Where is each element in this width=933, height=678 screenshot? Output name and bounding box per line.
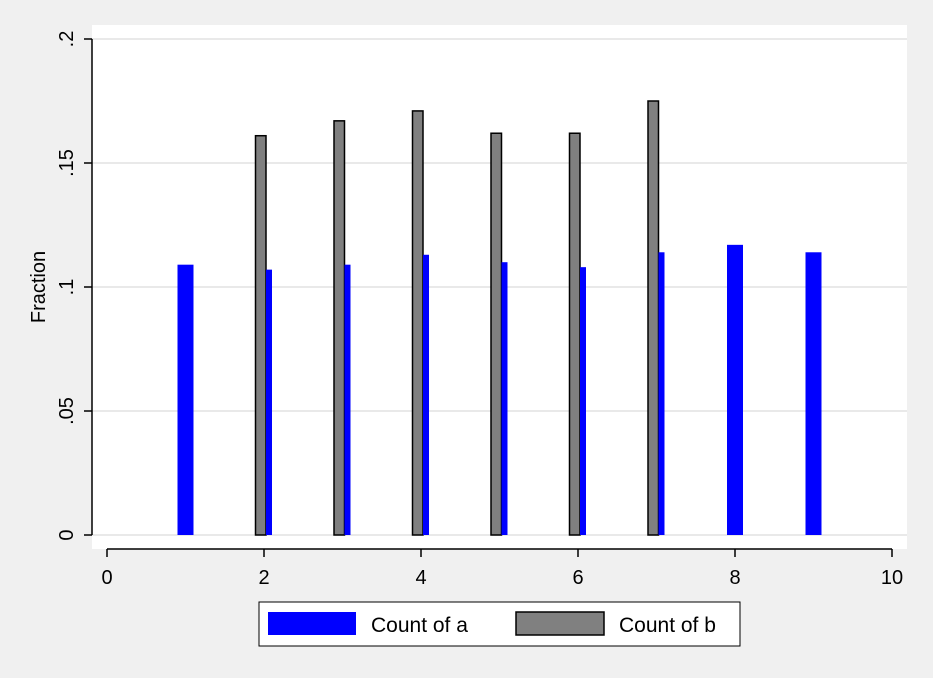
bar-count-of-a [423,254,429,535]
bar-count-of-b [568,132,581,536]
x-tick-label: 6 [572,567,583,589]
y-tick-label: .1 [56,279,78,296]
legend-label-count-of-b: Count of b [619,614,716,637]
bar-count-of-a [266,269,272,535]
bar-count-of-b [490,132,503,536]
bar-count-of-b [333,120,346,536]
bar-count-of-b [647,100,660,536]
legend-swatch-count-of-b [515,611,605,636]
y-axis-title: Fraction [28,251,50,323]
bar-count-of-b [254,134,267,536]
x-tick-label: 4 [415,567,426,589]
bar-count-of-a [501,262,508,535]
y-tick-label: .05 [56,397,78,425]
bar-count-of-a [580,267,586,535]
axes: 0 .05 .1 .15 .2 0 2 4 6 8 10 [56,31,903,589]
bars [177,100,822,536]
x-tick-label: 10 [881,567,903,589]
bar-count-of-b [411,110,424,536]
bar-count-of-a [658,252,665,535]
legend-label-count-of-a: Count of a [371,614,468,637]
bar-count-of-a [177,264,194,535]
x-tick-label: 0 [101,567,112,589]
bar-count-of-a [805,252,822,535]
legend-swatch-count-of-a [268,612,356,635]
x-tick-label: 2 [258,567,269,589]
x-tick-label: 8 [729,567,740,589]
y-tick-label: .15 [56,149,78,177]
legend: Count of a Count of b [258,601,741,647]
y-tick-label: 0 [56,529,78,540]
bar-count-of-a [727,244,743,535]
bar-count-of-a [344,264,351,535]
y-tick-label: .2 [56,31,78,48]
